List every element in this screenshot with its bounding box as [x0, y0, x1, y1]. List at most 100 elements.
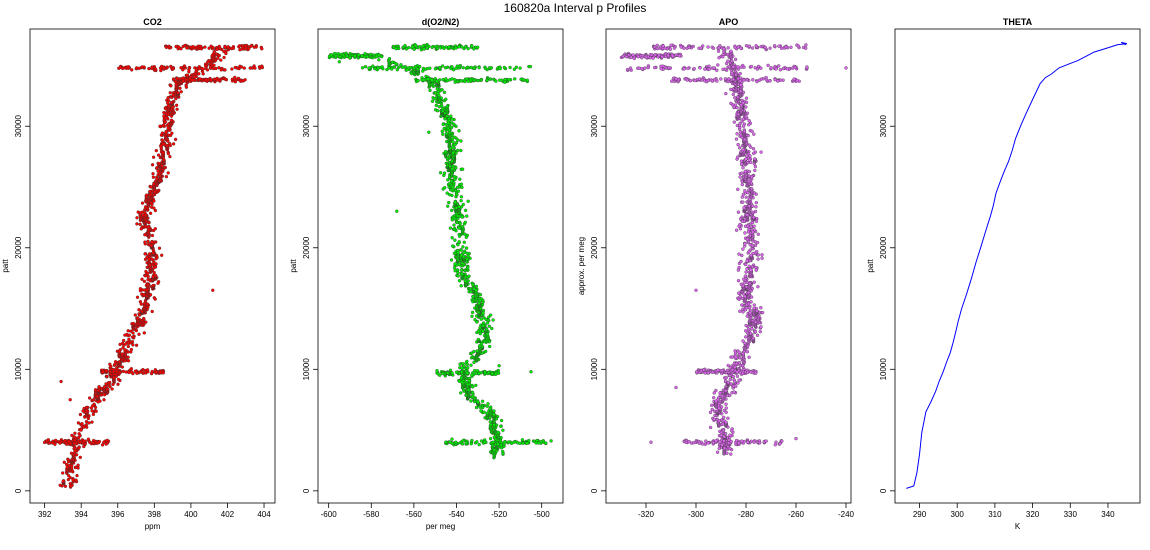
data-point	[756, 232, 760, 236]
data-point	[124, 342, 128, 346]
data-point	[134, 343, 139, 347]
data-point	[717, 419, 721, 423]
data-point	[729, 49, 733, 53]
data-point	[441, 371, 445, 376]
data-point	[456, 214, 460, 218]
data-point	[224, 51, 228, 56]
data-point	[742, 281, 746, 285]
data-point	[223, 45, 227, 49]
data-point	[756, 64, 761, 69]
data-point	[130, 68, 134, 72]
data-point	[741, 117, 746, 121]
data-point	[738, 222, 742, 227]
data-point	[174, 103, 179, 107]
data-point	[72, 441, 77, 445]
data-point	[452, 223, 456, 227]
data-point	[241, 79, 245, 83]
data-point	[427, 130, 431, 134]
x-tick-label: -540	[448, 510, 465, 519]
data-point	[710, 407, 714, 412]
data-point	[174, 44, 178, 49]
data-point	[120, 352, 125, 356]
data-point	[509, 441, 514, 445]
data-point	[80, 422, 84, 426]
data-point	[507, 77, 511, 82]
x-tick-label: -260	[788, 510, 805, 519]
data-point	[471, 282, 475, 287]
data-point	[743, 231, 747, 235]
data-point	[752, 306, 756, 311]
data-point	[492, 423, 496, 427]
data-point	[529, 370, 533, 374]
data-point	[442, 126, 446, 131]
data-point	[129, 329, 133, 333]
data-point	[148, 189, 152, 194]
data-point	[474, 383, 478, 388]
data-point	[734, 72, 738, 77]
data-point	[760, 310, 765, 315]
data-point	[482, 410, 486, 414]
data-point	[444, 440, 448, 444]
x-tick-label: -580	[363, 510, 380, 519]
data-point	[140, 201, 145, 205]
data-point	[750, 210, 755, 214]
data-point	[732, 120, 736, 124]
data-point	[483, 66, 488, 71]
data-point	[527, 438, 531, 443]
data-point	[480, 406, 485, 410]
data-point	[721, 55, 725, 59]
data-point	[239, 65, 244, 69]
data-point	[503, 77, 507, 82]
data-point	[126, 65, 131, 69]
data-point	[743, 169, 747, 173]
data-point	[751, 230, 755, 234]
data-point	[139, 227, 143, 231]
data-point	[483, 440, 487, 444]
data-point	[179, 66, 183, 70]
data-point	[774, 67, 778, 71]
data-point	[715, 450, 720, 454]
data-point	[755, 333, 760, 337]
data-point	[82, 425, 86, 429]
data-point	[438, 373, 442, 377]
data-point	[734, 137, 739, 141]
data-point	[140, 277, 144, 281]
data-point	[61, 471, 65, 475]
data-point	[733, 45, 737, 50]
data-point	[74, 478, 78, 482]
data-point	[171, 77, 176, 81]
data-point	[747, 179, 751, 184]
data-point	[397, 65, 401, 70]
data-point	[738, 309, 742, 313]
data-point	[63, 484, 68, 488]
data-point	[481, 329, 485, 333]
data-point	[458, 221, 462, 226]
data-point	[137, 313, 142, 317]
data-point	[484, 327, 489, 331]
data-point	[65, 465, 69, 469]
data-point	[146, 274, 150, 279]
data-point	[153, 67, 158, 71]
data-point	[448, 146, 453, 151]
data-point	[121, 346, 125, 350]
data-point	[116, 382, 120, 386]
data-point	[157, 246, 162, 250]
data-point	[360, 66, 365, 70]
data-point	[116, 377, 121, 382]
data-point	[435, 79, 439, 83]
data-point	[87, 396, 92, 400]
data-point	[453, 142, 457, 147]
data-point	[466, 46, 470, 51]
data-point	[503, 440, 507, 444]
data-point	[450, 371, 454, 375]
data-point	[150, 240, 154, 244]
x-tick-label: 394	[75, 510, 89, 519]
data-point	[86, 437, 91, 441]
data-point	[487, 370, 491, 375]
data-point	[142, 301, 147, 306]
data-point	[84, 419, 89, 424]
data-point	[452, 251, 457, 256]
data-point	[449, 114, 453, 118]
data-point	[756, 257, 760, 261]
data-point	[478, 344, 482, 348]
